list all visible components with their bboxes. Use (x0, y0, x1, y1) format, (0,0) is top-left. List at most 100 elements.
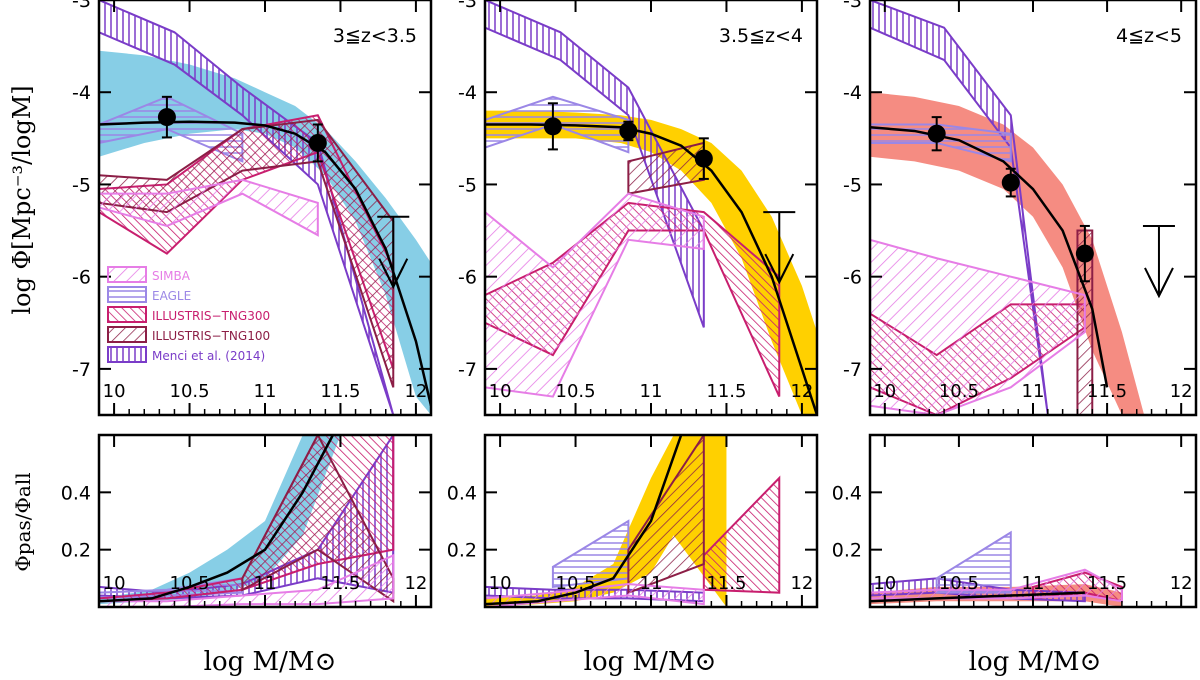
y-tick-label: -7 (458, 359, 477, 381)
x-tick-label: 10.5 (939, 573, 979, 594)
x-tick-label: 12 (790, 381, 813, 402)
y-tick-label: -7 (72, 359, 91, 381)
x-tick-label: 10 (489, 573, 512, 594)
x-tick-label: 11 (1022, 573, 1045, 594)
data-point (157, 108, 176, 127)
plot-area (99, 435, 395, 607)
data-point (543, 117, 562, 136)
legend-label: ILLUSTRIS−TNG300 (152, 309, 270, 323)
legend-swatch (107, 306, 147, 323)
y-axis-title-top: log Φ[Mpc⁻³/logM] (8, 85, 36, 314)
data-point (308, 133, 327, 152)
panel-title: 3.5≦z<4 (719, 25, 803, 47)
x-tick-label: 11.5 (706, 573, 746, 594)
panel-5: 10 10.5 11 11.5 12 0.2 0.4 (447, 433, 819, 609)
y-tick-label: 0.2 (61, 540, 91, 562)
data-point (927, 124, 946, 143)
panel-title: 4≦z<5 (1116, 25, 1182, 47)
x-tick-label: 10.5 (170, 381, 210, 402)
y-tick-label: -6 (843, 267, 862, 289)
panels: 10 10.5 11 11.5 12 -3 -4 -5 -6 -7 3≦z<3.5 10 10.5 11 1… (61, 0, 1198, 609)
y-tick-label: 0.2 (832, 540, 862, 562)
y-tick-label: -3 (458, 0, 477, 12)
x-tick-label: 10 (103, 573, 126, 594)
x-tick-label: 10 (873, 573, 896, 594)
data-point (694, 149, 713, 168)
panel-2: 10 10.5 11 11.5 12 -3 -4 -5 -6 -7 3.5≦z<4 (458, 0, 819, 417)
y-tick-label: -6 (72, 267, 91, 289)
legend-item-simba: SIMBA (107, 266, 191, 283)
x-axis-title-2: log M/M⊙ (584, 647, 717, 677)
fit-line (485, 435, 683, 606)
plot-area (485, 435, 781, 607)
legend-swatch (107, 326, 147, 343)
upper-limit-arrow (763, 211, 796, 285)
x-tick-label: 12 (404, 381, 427, 402)
series-simba (870, 238, 1086, 415)
x-tick-label: 10 (873, 381, 896, 402)
y-tick-label: 0.4 (832, 482, 862, 504)
y-tick-label: -4 (843, 82, 862, 104)
upper-limit-arrow (1142, 224, 1175, 299)
panel-1: 10 10.5 11 11.5 12 -3 -4 -5 -6 -7 3≦z<3.5 (72, 0, 433, 417)
legend-label: Menci et al. (2014) (152, 349, 265, 363)
data-point (619, 121, 638, 140)
y-tick-label: -5 (843, 174, 862, 196)
x-tick-label: 11 (254, 381, 277, 402)
x-tick-label: 10 (103, 381, 126, 402)
y-tick-label: -4 (72, 82, 91, 104)
plot-area (870, 0, 1175, 415)
x-tick-label: 11 (254, 573, 277, 594)
y-tick-label: -7 (843, 359, 862, 381)
confidence-band (485, 110, 817, 415)
y-tick-label: -3 (843, 0, 862, 12)
panel-6: 10 10.5 11 11.5 12 0.2 0.4 (832, 433, 1198, 609)
y-tick-label: -4 (458, 82, 477, 104)
y-tick-label: -3 (72, 0, 91, 12)
x-axis-title-3: log M/M⊙ (969, 647, 1102, 677)
series-menci (99, 0, 424, 415)
panel-title: 3≦z<3.5 (333, 25, 417, 47)
legend-swatch (107, 346, 147, 363)
x-tick-label: 12 (1170, 381, 1193, 402)
x-tick-label: 11.5 (1087, 381, 1127, 402)
fit-line (870, 126, 1109, 388)
x-tick-label: 11 (640, 573, 663, 594)
fit-line (870, 591, 1085, 603)
x-axis-title-1: log M/M⊙ (204, 647, 337, 677)
x-tick-label: 11.5 (1087, 573, 1127, 594)
legend-item-tng100: ILLUSTRIS−TNG100 (107, 326, 270, 343)
y-tick-label: -5 (72, 174, 91, 196)
x-tick-label: 10.5 (556, 381, 596, 402)
legend-item-menci: Menci et al. (2014) (107, 346, 265, 363)
data-point (1001, 173, 1020, 192)
y-tick-label: -5 (458, 174, 477, 196)
x-tick-label: 11 (640, 381, 663, 402)
legend-swatch (107, 286, 147, 303)
legend-label: EAGLE (152, 289, 191, 303)
x-tick-label: 10 (489, 381, 512, 402)
y-tick-label: 0.4 (61, 482, 91, 504)
legend: SIMBA EAGLE ILLUSTRIS−TNG300 ILLUSTRIS−TNG1… (107, 266, 270, 363)
x-tick-label: 10.5 (170, 573, 210, 594)
x-tick-label: 12 (790, 573, 813, 594)
upper-limit-arrow (377, 215, 410, 289)
plot-area (99, 0, 431, 415)
series-tng300 (702, 475, 781, 594)
x-tick-label: 11 (1022, 381, 1045, 402)
y-tick-label: 0.2 (447, 540, 477, 562)
y-axis-title-bottom: Φpas/Φall (11, 472, 35, 571)
legend-item-eagle: EAGLE (107, 286, 191, 303)
y-tick-label: 0.4 (447, 482, 477, 504)
legend-label: ILLUSTRIS−TNG100 (152, 329, 270, 343)
series-tng100 (627, 435, 705, 595)
series-simba (485, 192, 705, 398)
plot-area (485, 0, 817, 415)
x-tick-label: 12 (404, 573, 427, 594)
panel-3: 10 10.5 11 11.5 12 -3 -4 -5 -6 -7 4≦z<5 (843, 0, 1198, 417)
series-tng100 (241, 435, 395, 604)
series-simba (99, 553, 395, 607)
legend-item-tng300: ILLUSTRIS−TNG300 (107, 306, 270, 323)
fit-line (99, 435, 335, 603)
